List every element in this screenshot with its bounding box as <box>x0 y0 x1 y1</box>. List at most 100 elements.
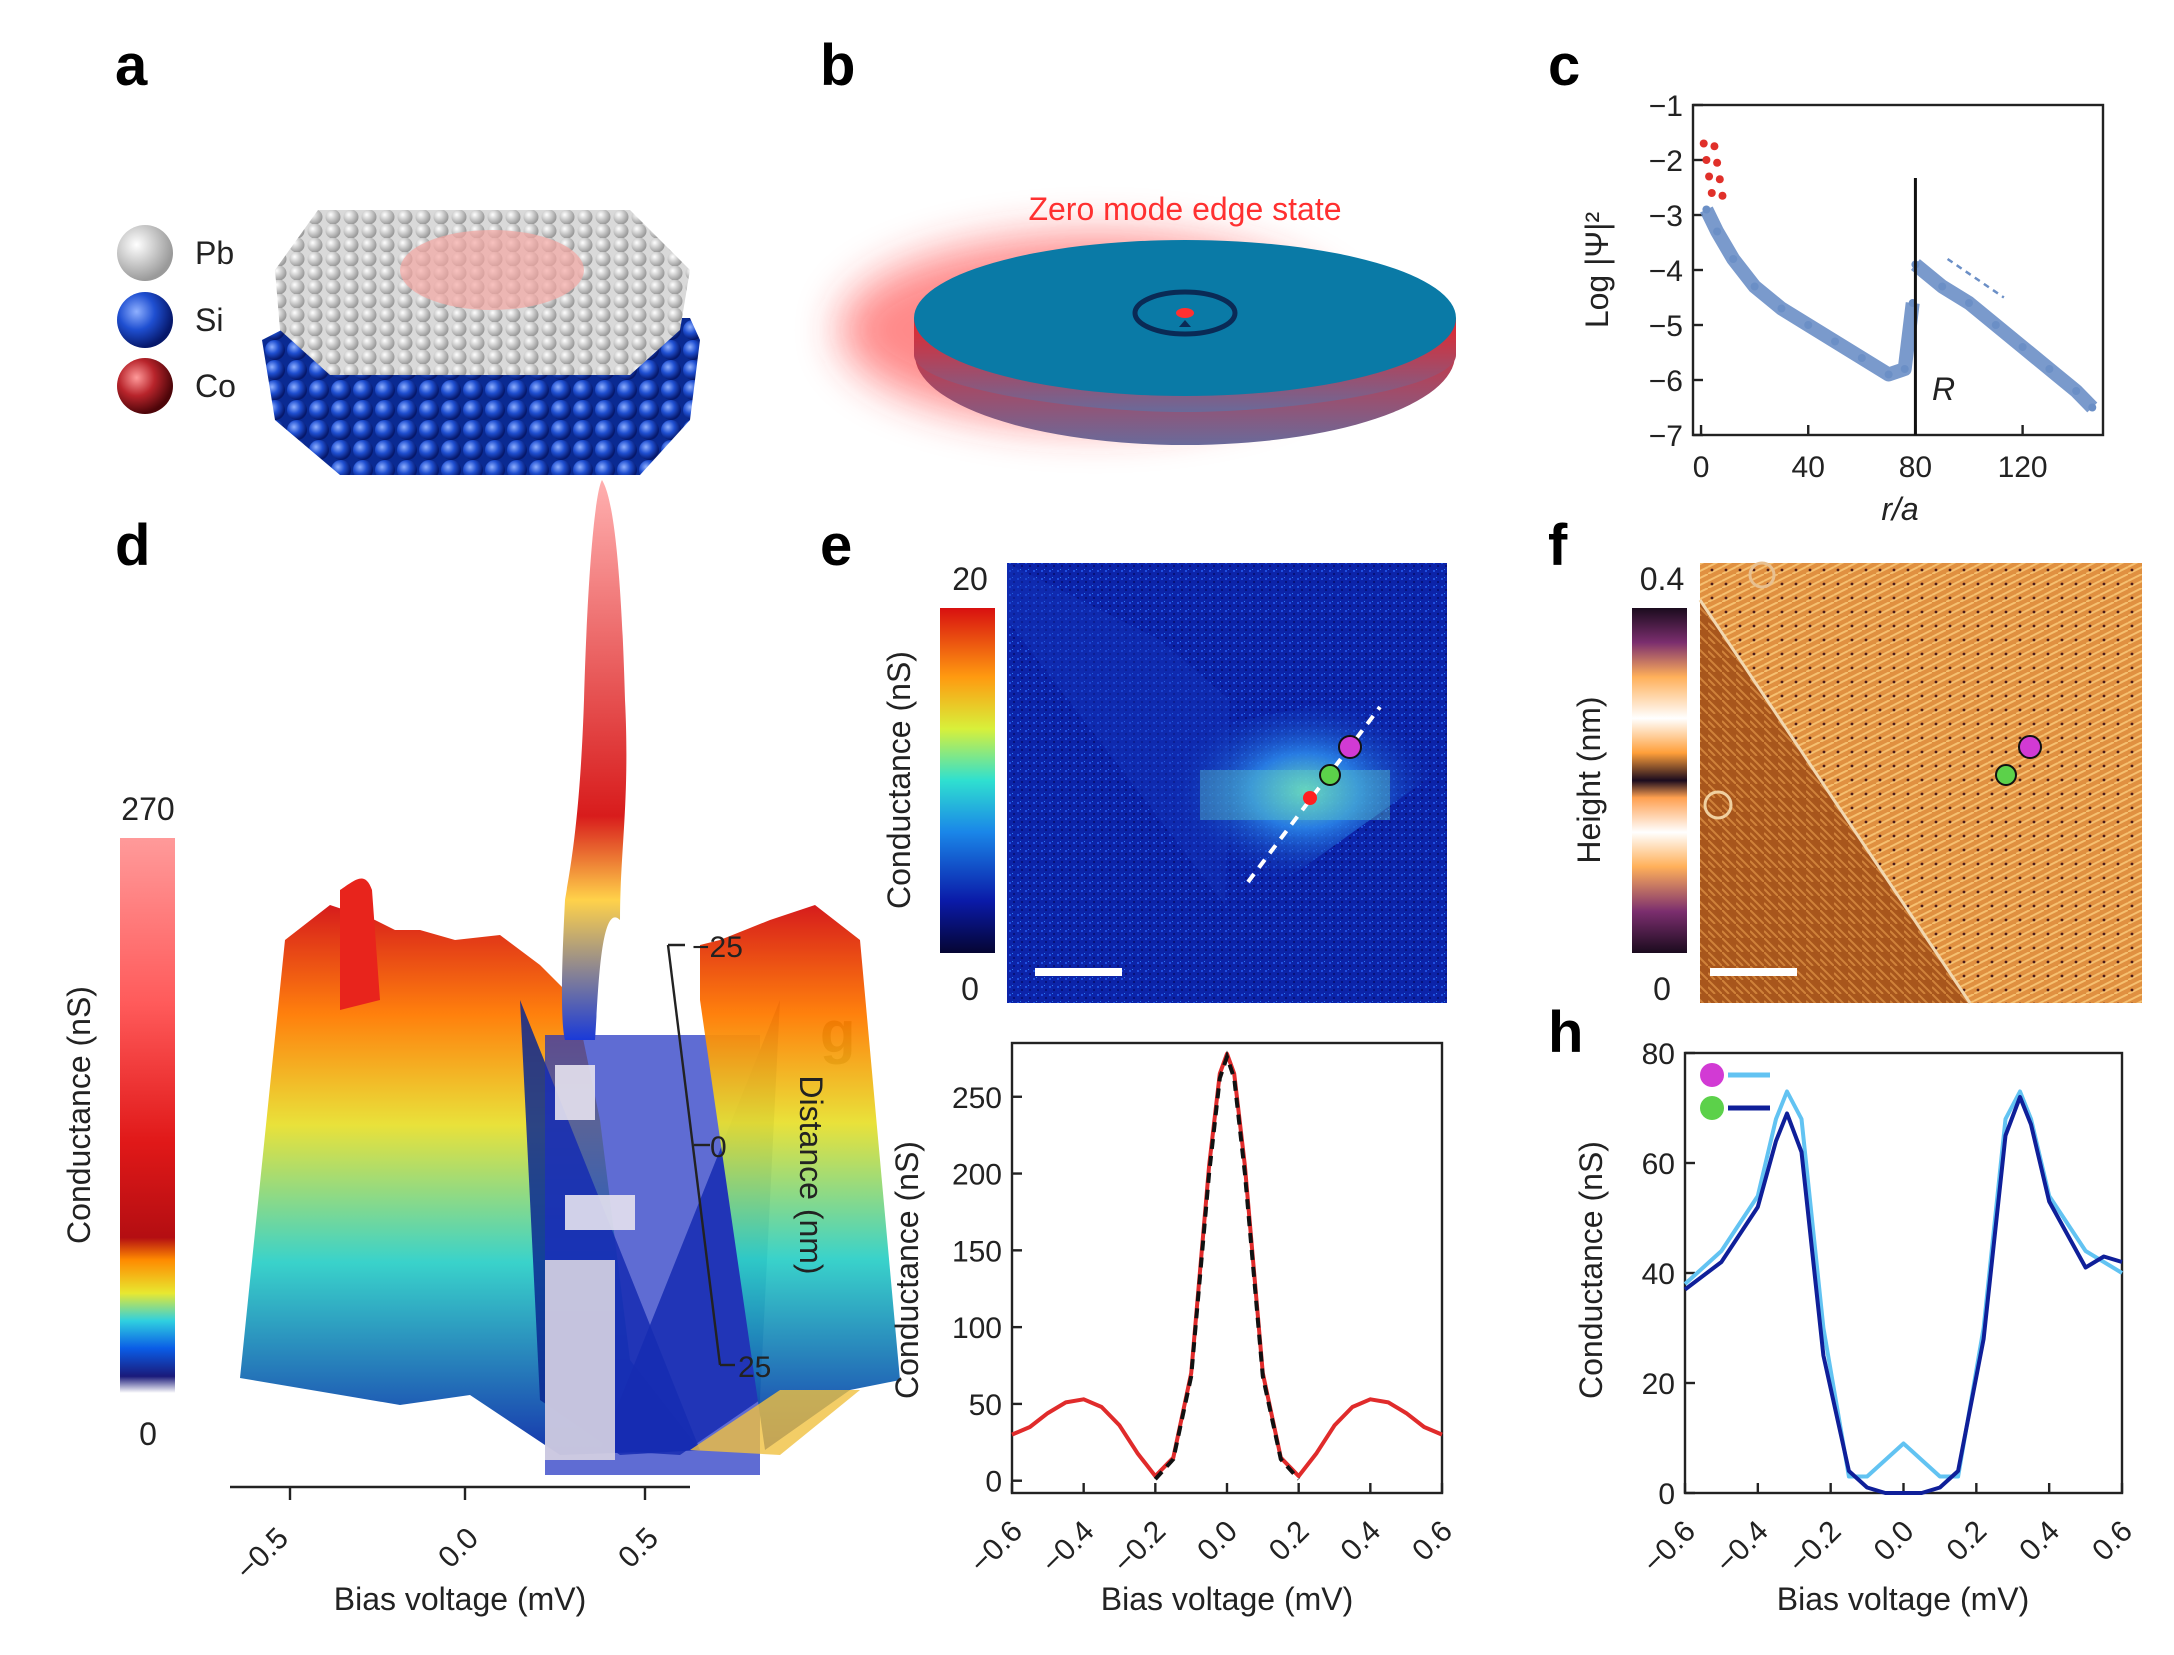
series-green-point <box>1683 1095 2123 1495</box>
legend-si: Si <box>117 292 223 348</box>
legend-co: Co <box>117 358 236 414</box>
panel-g-ylabel: Conductance (nS) <box>889 1141 925 1399</box>
panel-d-colorbar-max: 270 <box>121 791 174 827</box>
ytick-label: −4 <box>1649 255 1683 288</box>
panel-f-colorbar <box>1632 608 1687 953</box>
magenta-point-marker-f <box>2018 735 2042 759</box>
data-point <box>1750 282 1759 291</box>
magenta-point-marker <box>1338 735 1362 759</box>
panel-h-frame <box>1683 1051 2124 1495</box>
xtick-label: 0.2 <box>1940 1515 1993 1568</box>
distance-axis-line <box>666 944 722 1366</box>
red-marker <box>1707 189 1716 197</box>
panel-c-xticks: 0 40 80 120 <box>1693 425 2048 484</box>
red-marker <box>1702 156 1711 164</box>
surface-right-base <box>690 1390 860 1455</box>
red-marker <box>1718 191 1727 200</box>
panel-h-yticks: 0 20 40 60 80 <box>1642 1038 1695 1511</box>
red-marker <box>1713 158 1722 167</box>
panel-c-ylabel: Log |Ψ|² <box>1579 212 1615 329</box>
ytick-label: 100 <box>952 1312 1002 1345</box>
xtick-label: 0.2 <box>1263 1515 1316 1568</box>
panel-g-frame <box>1010 1041 1444 1495</box>
panel-c-xlabel: r/a <box>1881 491 1918 527</box>
co-cluster-region <box>400 230 584 310</box>
panel-d-xtick-neg05: −0.5 <box>230 1522 295 1587</box>
arrow-head-icon <box>1179 320 1191 327</box>
edge-state-title: Zero mode edge state <box>1028 191 1341 227</box>
ytick-label: −6 <box>1649 365 1683 398</box>
green-point-marker-f <box>1995 764 2017 786</box>
panel-d-xtick-0: 0.0 <box>432 1522 485 1575</box>
xtick-label: −0.4 <box>1710 1515 1775 1580</box>
panel-label-d: d <box>115 513 150 578</box>
ytick-label: −2 <box>1649 145 1683 178</box>
vortex-core-hotspot <box>1303 791 1317 805</box>
ytick-label: 0 <box>985 1466 1002 1499</box>
xtick-label: 0.4 <box>1334 1515 1387 1568</box>
green-point-marker <box>1319 764 1341 786</box>
left-coherence-peak <box>340 878 380 1010</box>
ytick-label: −1 <box>1649 90 1683 123</box>
panel-c-data <box>1699 139 2098 435</box>
panel-f-topography: 0.4 0 Height (nm) <box>1571 561 2142 1007</box>
xtick-label: 120 <box>1998 451 2048 484</box>
ytick-label: −3 <box>1649 200 1683 233</box>
gap-floor-white-1 <box>555 1065 595 1120</box>
xtick-label: 0.0 <box>1191 1515 1244 1568</box>
xtick-label: 0.6 <box>1406 1515 1459 1568</box>
ytick-label: 60 <box>1642 1148 1675 1181</box>
xtick-label: 80 <box>1899 451 1932 484</box>
panel-c-yticks: −1 −2 −3 −4 −5 −6 −7 <box>1649 90 1703 453</box>
scale-bar-f <box>1710 968 1797 976</box>
data-point <box>1857 354 1866 362</box>
slope-guide <box>1946 257 2005 299</box>
vortex-core <box>1176 308 1194 318</box>
step-edge <box>1698 599 1972 1004</box>
panel-c-frame <box>1691 103 2105 437</box>
panel-g-xlabel: Bias voltage (mV) <box>1101 1581 1354 1617</box>
panel-h-ylabel: Conductance (nS) <box>1573 1141 1609 1399</box>
series-measured <box>1011 1051 1443 1479</box>
panel-a-structure: Pb Si Co <box>117 210 700 475</box>
panel-e-map: 20 0 Conductance (nS) <box>881 561 1447 1007</box>
panel-e-colorbar-label: Conductance (nS) <box>881 651 917 909</box>
red-marker <box>1715 175 1724 184</box>
series-fit <box>1153 1050 1301 1481</box>
panel-e-colorbar <box>940 608 995 953</box>
data-point <box>2072 387 2081 395</box>
ytick-label: 250 <box>952 1082 1002 1115</box>
ytick-label: −5 <box>1649 310 1683 343</box>
data-point <box>1804 321 1813 329</box>
xtick-label: 0.4 <box>2013 1515 2066 1568</box>
panel-f-colorbar-min: 0 <box>1653 971 1671 1007</box>
distance-tick-0: 0 <box>710 1131 727 1164</box>
panel-d-colorbar-label: Conductance (nS) <box>61 986 97 1244</box>
gap-floor-white-3 <box>565 1195 635 1230</box>
xtick-label: 0.0 <box>1868 1515 1921 1568</box>
xtick-label: −0.2 <box>1107 1515 1172 1580</box>
ytick-label: −7 <box>1649 420 1683 453</box>
panel-d-surface: 270 0 Conductance (nS) −25 0 25 Distance… <box>61 480 900 1617</box>
distance-tick-25: 25 <box>738 1351 771 1384</box>
panel-label-b: b <box>820 33 855 98</box>
series-outer <box>1910 259 2098 413</box>
series-magenta-point <box>1683 1089 2124 1479</box>
legend-pb: Pb <box>117 225 234 281</box>
vortex-ring <box>1132 289 1238 337</box>
ytick-label: 200 <box>952 1159 1002 1192</box>
ytick-label: 0 <box>1658 1478 1675 1511</box>
panel-d-colorbar-min: 0 <box>139 1416 157 1452</box>
legend-pb-label: Pb <box>195 235 234 271</box>
panel-c-plot: −1 −2 −3 −4 −5 −6 −7 0 40 80 120 Log |Ψ|² r/a R <box>1579 90 2105 527</box>
panel-g-xticks: −0.6 −0.4 −0.2 0.0 0.2 0.4 0.6 <box>964 1483 1459 1580</box>
legend-green-marker <box>1700 1096 1724 1120</box>
data-point <box>2018 343 2027 351</box>
ytick-label: 40 <box>1642 1258 1675 1291</box>
scale-bar <box>1035 968 1122 976</box>
gap-floor-white-2 <box>545 1260 615 1460</box>
panel-f-colorbar-label: Height (nm) <box>1571 696 1607 863</box>
panel-d-colorbar <box>120 838 175 1393</box>
panel-label-f: f <box>1548 513 1568 578</box>
xtick-label: −0.4 <box>1035 1515 1100 1580</box>
